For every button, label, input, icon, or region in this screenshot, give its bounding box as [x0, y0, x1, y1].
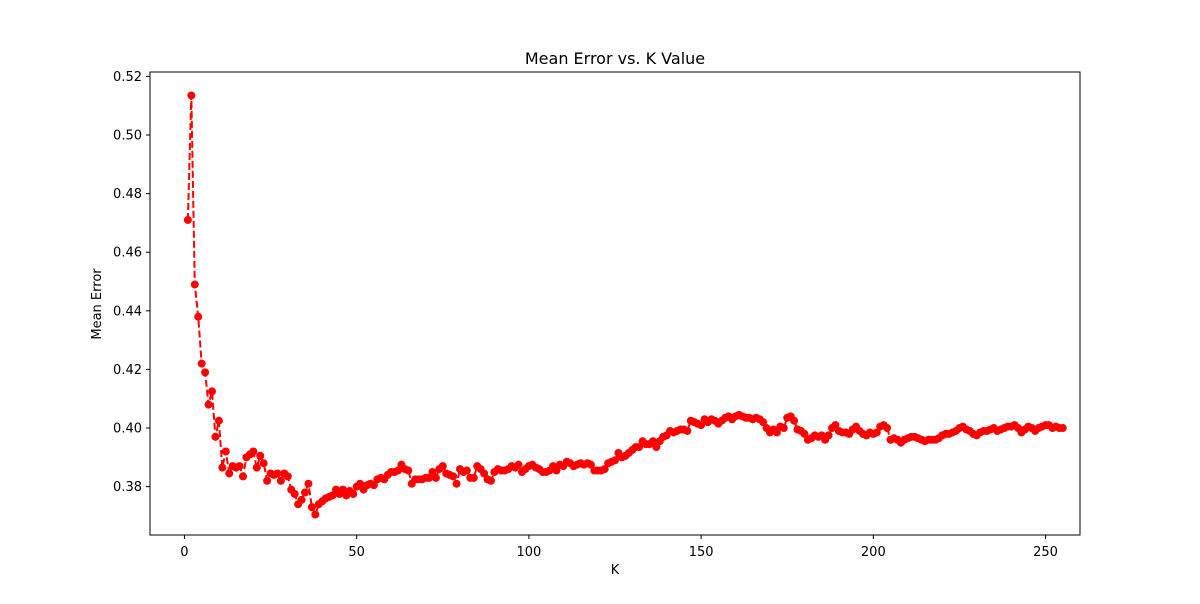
y-tick-label: 0.38 — [113, 480, 142, 495]
x-tick-label: 50 — [348, 545, 365, 560]
data-point — [800, 429, 809, 438]
x-axis-label: K — [611, 563, 620, 578]
data-point — [425, 473, 433, 482]
data-point — [204, 400, 213, 409]
plot-frame — [149, 71, 1081, 536]
data-point — [452, 479, 461, 488]
x-tick-label: 100 — [516, 545, 541, 560]
data-point — [290, 489, 299, 498]
data-point — [462, 466, 471, 475]
data-point — [311, 510, 320, 519]
data-point — [263, 476, 272, 485]
data-point — [514, 460, 523, 469]
y-tick-label: 0.52 — [113, 70, 142, 85]
data-point — [652, 443, 661, 452]
data-point — [328, 491, 337, 500]
data-point — [183, 215, 192, 224]
data-point — [218, 463, 227, 472]
data-point — [480, 469, 489, 478]
data-point — [779, 424, 788, 433]
data-point — [552, 466, 561, 475]
series-layer — [183, 91, 1067, 519]
data-point — [249, 447, 258, 456]
data-point — [404, 466, 413, 475]
y-axis-ticks: 0.38 0.40 0.42 0.44 0.46 0.48 0.50 0.52 — [113, 70, 150, 495]
data-point — [831, 421, 840, 430]
y-tick-label: 0.42 — [113, 363, 142, 378]
y-tick-label: 0.44 — [113, 304, 142, 319]
data-point — [276, 476, 285, 485]
data-point — [338, 485, 347, 494]
data-point — [221, 447, 230, 456]
data-point — [1058, 424, 1067, 433]
data-point — [194, 312, 203, 321]
data-point — [225, 469, 234, 478]
data-point — [648, 437, 657, 446]
data-point — [394, 466, 402, 475]
data-point — [449, 472, 458, 481]
data-point — [469, 473, 478, 482]
data-point — [252, 463, 261, 472]
data-point — [297, 495, 306, 504]
data-point — [635, 443, 644, 452]
data-point — [369, 481, 378, 490]
data-point — [349, 489, 358, 498]
x-axis-ticks: 0 50 100 150 200 250 — [180, 535, 1058, 560]
data-point — [211, 432, 220, 441]
chart-title: Mean Error vs. K Value — [525, 49, 705, 68]
data-point — [190, 280, 199, 289]
data-point — [431, 473, 440, 482]
data-point — [356, 479, 365, 488]
y-axis-label: Mean Error — [90, 268, 105, 340]
data-point — [197, 359, 206, 368]
data-point — [611, 456, 619, 465]
x-tick-label: 0 — [180, 545, 188, 560]
data-point — [872, 428, 881, 437]
data-point — [214, 416, 223, 425]
data-point — [586, 460, 595, 469]
data-point — [772, 428, 781, 437]
y-tick-label: 0.48 — [113, 187, 142, 202]
y-tick-label: 0.40 — [113, 422, 142, 437]
data-point — [187, 91, 196, 100]
y-tick-label: 0.50 — [113, 129, 142, 144]
data-point — [307, 503, 316, 512]
data-point — [304, 479, 313, 488]
data-point — [600, 465, 609, 474]
plot-area — [150, 72, 1080, 535]
x-tick-label: 200 — [861, 545, 886, 560]
data-point — [683, 426, 692, 435]
data-point — [239, 472, 247, 481]
data-point — [235, 462, 244, 471]
data-point — [301, 488, 309, 497]
data-point — [283, 472, 292, 481]
data-point — [759, 418, 768, 427]
data-point — [438, 462, 447, 471]
data-point — [824, 431, 833, 440]
data-point — [256, 451, 265, 460]
data-point — [487, 476, 495, 485]
data-point — [428, 468, 437, 476]
data-point — [201, 368, 210, 377]
data-point — [259, 459, 268, 468]
data-point — [883, 424, 892, 433]
y-tick-label: 0.46 — [113, 246, 142, 261]
data-point — [697, 421, 706, 430]
data-point — [208, 387, 216, 396]
data-point — [273, 469, 282, 478]
x-tick-label: 150 — [689, 545, 714, 560]
data-point — [790, 416, 799, 425]
x-tick-label: 250 — [1033, 545, 1058, 560]
